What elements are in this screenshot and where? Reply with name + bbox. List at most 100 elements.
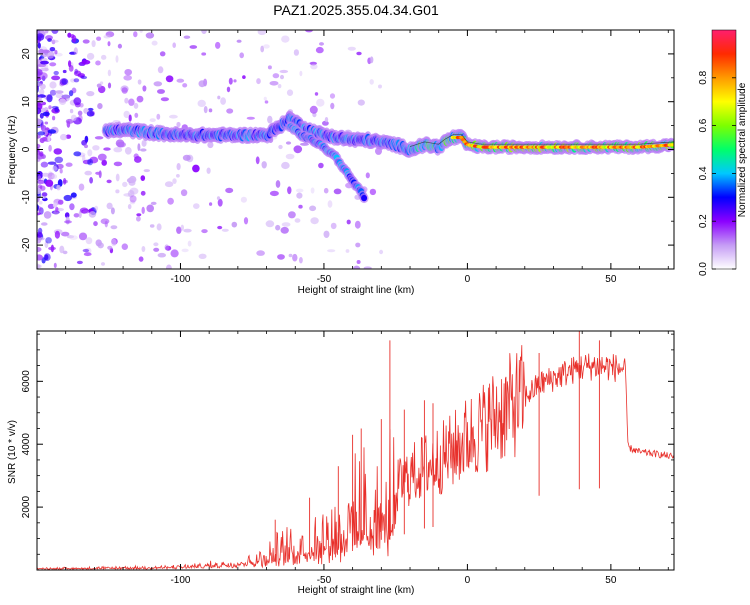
noise-blob: [51, 105, 59, 109]
noise-blob: [68, 90, 74, 97]
noise-blob: [355, 242, 361, 248]
noise-blob: [314, 92, 319, 96]
noise-blob: [267, 65, 272, 70]
noise-blob: [242, 75, 246, 79]
noise-blob: [46, 94, 53, 103]
colorbar-ticks: 0.0 0.2 0.4 0.6 0.8: [698, 70, 736, 276]
noise-blob: [37, 118, 42, 126]
ridge-line: [409, 134, 674, 147]
figure-title: PAZ1.2025.355.04.34.G01: [273, 2, 439, 18]
noise-blob: [50, 244, 55, 253]
noise-blob: [107, 69, 112, 77]
noise-blob: [280, 226, 289, 234]
noise-blob: [79, 207, 89, 214]
noise-blob: [333, 188, 342, 195]
noise-blob: [220, 97, 227, 105]
noise-blob: [299, 257, 303, 264]
noise-blob: [281, 35, 290, 43]
noise-blob: [217, 95, 221, 100]
noise-blob: [153, 81, 163, 87]
noise-blob: [141, 140, 147, 147]
noise-blob: [180, 224, 184, 231]
noise-blob: [86, 110, 95, 117]
noise-blob: [281, 161, 290, 170]
noise-blob: [153, 247, 160, 252]
noise-blob: [181, 248, 189, 253]
noise-blob: [309, 205, 317, 212]
noise-blob: [140, 175, 146, 182]
noise-blob: [160, 97, 169, 102]
noise-blob: [115, 189, 120, 194]
noise-blob: [123, 193, 133, 197]
noise-blob: [267, 115, 273, 124]
x-tick-label: -100: [170, 274, 190, 285]
noise-blob: [110, 207, 115, 215]
noise-blob: [275, 180, 281, 188]
noise-blob: [141, 246, 146, 252]
noise-blob: [76, 260, 83, 265]
noise-blob: [329, 93, 336, 99]
noise-blob: [272, 73, 280, 79]
noise-blob: [53, 148, 63, 155]
noise-blob: [86, 91, 95, 97]
noise-blob: [277, 254, 285, 260]
noise-blob: [309, 105, 318, 114]
noise-blob: [265, 220, 275, 228]
noise-blob: [225, 187, 234, 194]
noise-blob: [37, 42, 41, 49]
noise-blob: [157, 66, 164, 74]
noise-blob: [172, 178, 177, 185]
noise-blob: [70, 114, 77, 122]
noise-blob: [110, 225, 118, 230]
noise-blob: [73, 47, 78, 55]
noise-blob: [261, 161, 267, 169]
noise-blob: [50, 39, 59, 43]
noise-blob: [369, 79, 374, 85]
noise-blob: [81, 59, 91, 65]
y-tick-label: -10: [21, 190, 32, 205]
noise-blob: [51, 174, 58, 180]
noise-blob: [93, 221, 98, 227]
noise-blob: [40, 60, 49, 65]
y-tick-label: 2000: [21, 496, 32, 519]
x-tick-label: 50: [605, 575, 617, 586]
noise-blob: [99, 81, 104, 85]
noise-blob: [37, 179, 46, 184]
noise-blob: [64, 220, 72, 224]
noise-blob: [53, 70, 59, 76]
noise-blob: [64, 212, 70, 219]
colorbar-tick-label: 0.6: [698, 118, 709, 132]
noise-blob: [263, 44, 270, 49]
colorbar-tick-label: 0.8: [698, 70, 709, 84]
y-tick-label: 10: [21, 96, 32, 108]
noise-blob: [295, 188, 304, 193]
noise-blob: [103, 147, 111, 151]
noise-blob: [127, 204, 132, 210]
noise-blob: [123, 75, 132, 81]
noise-blob: [100, 218, 110, 225]
noise-blob: [37, 264, 42, 268]
noise-blob: [347, 46, 356, 51]
noise-blob: [136, 213, 142, 217]
noise-blob: [54, 156, 64, 163]
noise-blob: [363, 266, 372, 269]
noise-blob: [136, 216, 141, 222]
noise-blob: [167, 197, 174, 205]
noise-blob: [288, 211, 296, 219]
noise-blob: [37, 107, 42, 115]
noise-blob: [157, 89, 165, 94]
noise-blob: [145, 32, 155, 39]
noise-blob: [101, 262, 105, 266]
noise-blob: [61, 78, 68, 85]
noise-blob: [107, 245, 113, 250]
noise-blob: [294, 218, 301, 223]
ridge-core: [670, 143, 674, 147]
noise-blob: [82, 39, 90, 44]
noise-blob: [89, 177, 93, 184]
noise-blob: [134, 112, 139, 118]
noise-blob: [269, 190, 279, 197]
noise-blob: [137, 79, 142, 85]
noise-blob: [49, 62, 57, 67]
noise-blob: [94, 205, 99, 211]
